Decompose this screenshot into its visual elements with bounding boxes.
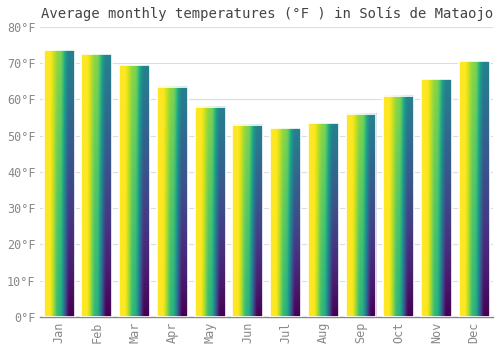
Bar <box>194 106 226 317</box>
Bar <box>421 79 452 317</box>
Bar <box>270 128 301 317</box>
Bar <box>82 54 112 317</box>
Bar <box>384 96 414 317</box>
Title: Average monthly temperatures (°F ) in Solís de Mataojo: Average monthly temperatures (°F ) in So… <box>40 7 493 21</box>
Bar <box>232 125 264 317</box>
Bar <box>119 65 150 317</box>
Bar <box>346 114 376 317</box>
Bar <box>44 50 74 317</box>
Bar <box>308 123 338 317</box>
Bar <box>157 86 188 317</box>
Bar <box>458 61 490 317</box>
